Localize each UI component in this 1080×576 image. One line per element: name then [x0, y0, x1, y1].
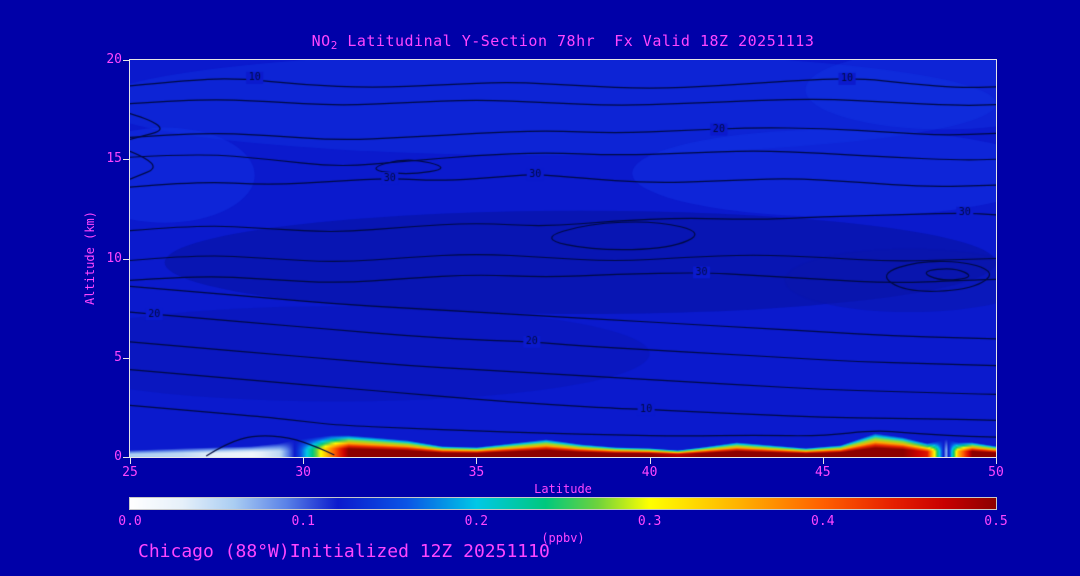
colorbar-tick-label: 0.4 — [811, 514, 835, 529]
x-tick-mark — [130, 458, 131, 464]
x-tick-label: 25 — [122, 465, 138, 480]
x-tick-mark — [822, 458, 824, 464]
x-axis-label: Latitude — [534, 482, 592, 496]
y-tick-mark — [123, 357, 129, 359]
x-tick-label: 50 — [988, 465, 1004, 480]
cross-section-canvas — [130, 60, 996, 457]
title-rest: Latitudinal Y-Section 78hr Fx Valid 18Z … — [337, 32, 815, 50]
x-tick-mark — [303, 458, 305, 464]
y-tick-label: 5 — [114, 349, 122, 365]
x-tick-mark — [476, 458, 478, 464]
title-subscript: 2 — [330, 39, 338, 52]
y-tick-mark — [123, 258, 129, 260]
y-axis-label: Altitude (km) — [83, 211, 97, 305]
plot-area — [129, 59, 997, 458]
y-tick-label: 10 — [106, 250, 122, 266]
y-tick-mark — [123, 60, 129, 61]
colorbar-tick-label: 0.5 — [984, 514, 1008, 529]
y-tick-label: 0 — [114, 449, 122, 464]
x-tick-label: 40 — [641, 465, 658, 480]
x-tick-mark — [996, 458, 997, 464]
plot-title: NO2 Latitudinal Y-Section 78hr Fx Valid … — [130, 32, 996, 52]
colorbar — [129, 497, 997, 510]
y-tick-mark — [123, 159, 129, 161]
colorbar-tick-label: 0.1 — [291, 514, 315, 529]
colorbar-tick-label: 0.2 — [464, 514, 489, 529]
colorbar-tick-label: 0.0 — [118, 514, 142, 529]
y-tick-mark — [123, 457, 129, 458]
x-tick-mark — [649, 458, 651, 464]
title-prefix: NO — [311, 32, 331, 50]
y-tick-label: 15 — [106, 151, 122, 167]
y-tick-label: 20 — [106, 52, 122, 67]
x-tick-label: 45 — [814, 465, 831, 480]
x-tick-label: 30 — [295, 465, 312, 480]
footer-init-note: Chicago (88°W)Initialized 12Z 20251110 — [138, 541, 550, 562]
x-tick-label: 35 — [468, 465, 485, 480]
colorbar-tick-label: 0.3 — [637, 514, 662, 529]
colorbar-unit-label: (ppbv) — [541, 531, 585, 545]
